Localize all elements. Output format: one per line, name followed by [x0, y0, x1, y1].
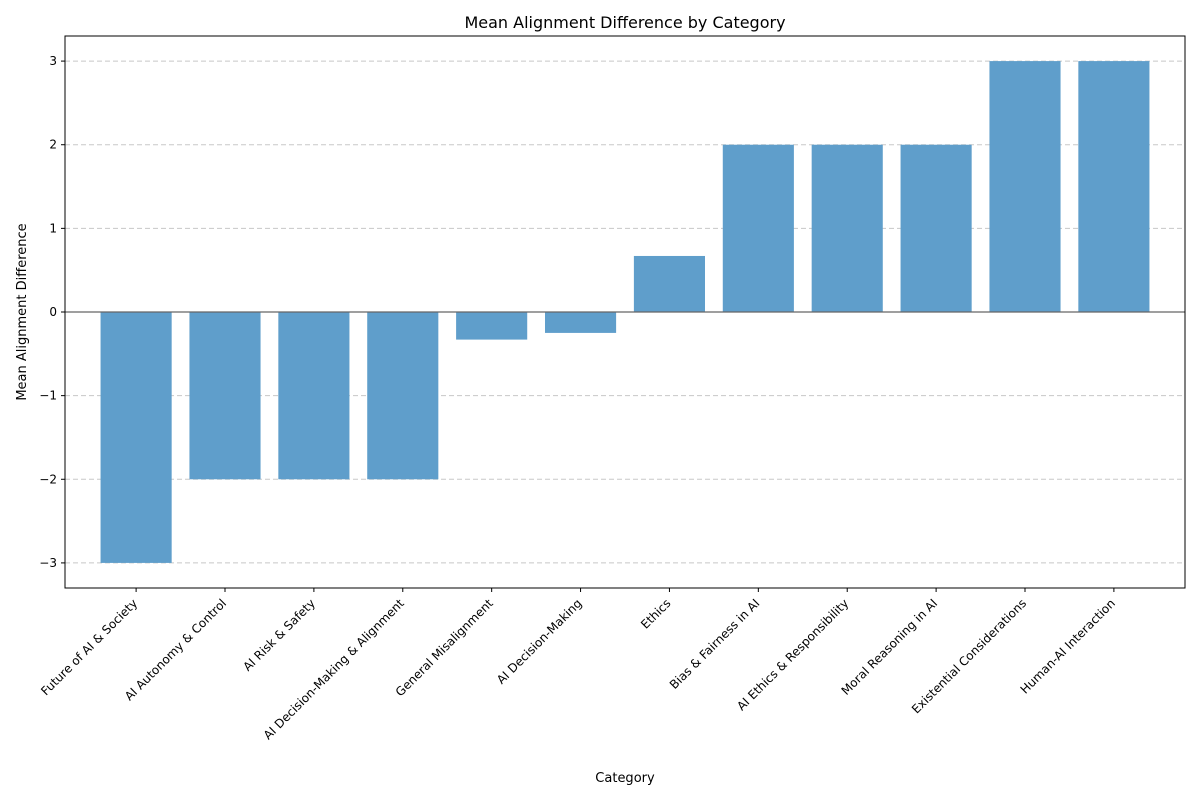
x-tick-label: Future of AI & Society: [38, 596, 140, 698]
bar: [278, 312, 350, 480]
bars: [100, 61, 1150, 563]
x-tick-label: Bias & Fairness in AI: [667, 596, 763, 692]
bar: [456, 312, 528, 340]
x-tick-label: AI Autonomy & Control: [122, 596, 229, 703]
y-tick-label: 0: [49, 305, 57, 319]
y-tick-label: −3: [39, 556, 57, 570]
bar: [722, 144, 794, 312]
y-tick-label: 2: [49, 138, 57, 152]
bar: [545, 312, 617, 333]
x-tick-label: AI Decision-Making & Alignment: [261, 596, 407, 742]
y-axis-title: Mean Alignment Difference: [15, 223, 30, 400]
y-tick-label: 3: [49, 54, 57, 68]
x-tick-label: AI Risk & Safety: [240, 596, 318, 674]
x-tick-label: AI Decision-Making: [494, 596, 585, 687]
x-tick-label: General Misalignment: [393, 596, 496, 699]
x-tick-label: Moral Reasoning in AI: [839, 596, 941, 698]
y-axis-ticks: −3 −2 −1 0 1 2 3: [39, 54, 65, 570]
bar: [811, 144, 883, 312]
bar: [633, 255, 705, 312]
y-tick-label: −1: [39, 389, 57, 403]
bar: [1078, 61, 1150, 312]
y-tick-label: 1: [49, 221, 57, 235]
x-axis-title: Category: [595, 771, 655, 786]
bar: [989, 61, 1061, 312]
x-tick-label: Human-AI Interaction: [1018, 596, 1118, 696]
bar: [100, 312, 172, 563]
bar: [189, 312, 261, 480]
chart-title: Mean Alignment Difference by Category: [464, 13, 785, 32]
y-tick-label: −2: [39, 472, 57, 486]
bar: [900, 144, 972, 312]
x-tick-label: Ethics: [638, 596, 673, 631]
bar: [367, 312, 439, 480]
